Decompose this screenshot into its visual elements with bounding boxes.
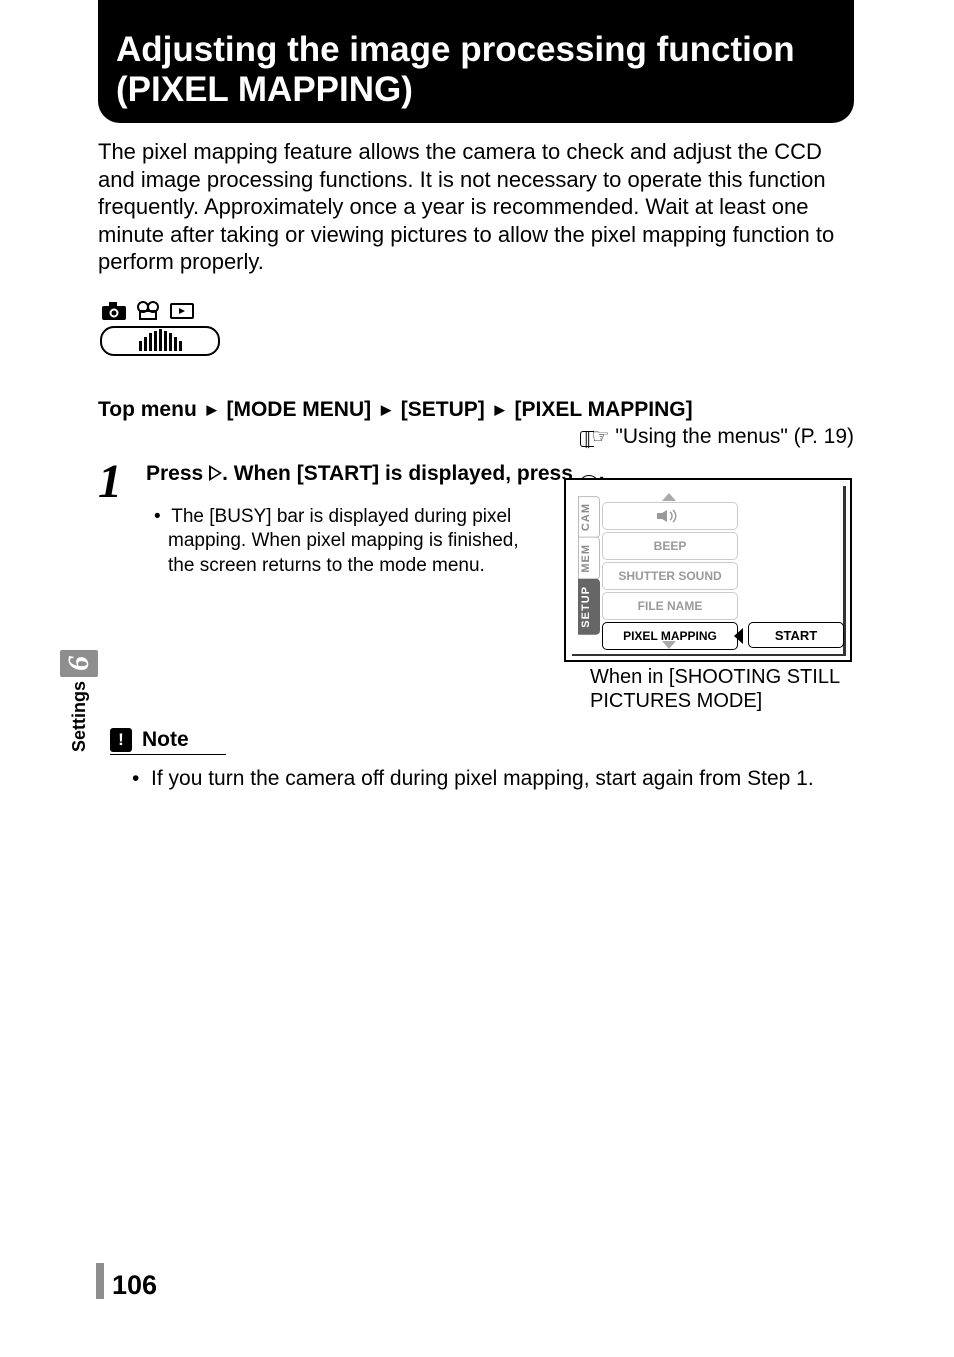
breadcrumb-item: [SETUP] bbox=[401, 398, 485, 421]
playback-icon bbox=[168, 300, 196, 322]
reference-text: "Using the menus" (P. 19) bbox=[615, 425, 854, 448]
lcd-row: BEEP bbox=[602, 532, 738, 560]
lcd-tab: CAM bbox=[578, 496, 600, 538]
breadcrumb-item: [MODE MENU] bbox=[226, 398, 371, 421]
chapter-label: Settings bbox=[69, 681, 90, 752]
mode-icons bbox=[100, 300, 220, 356]
page-number: 106 bbox=[112, 1270, 157, 1301]
lcd-tab: MEM bbox=[578, 537, 600, 580]
pointer-icon: ║ bbox=[580, 431, 594, 447]
right-arrow-icon bbox=[209, 465, 222, 481]
step-text: Press bbox=[146, 462, 209, 485]
page-title-bar: Adjusting the image processing function … bbox=[98, 22, 854, 123]
mode-dial-icon bbox=[100, 326, 220, 356]
breadcrumb-item: [PIXEL MAPPING] bbox=[514, 398, 692, 421]
chapter-sidebar: 6 Settings bbox=[60, 650, 98, 752]
triangle-icon: ▶ bbox=[203, 402, 221, 417]
step-bullet: • The [BUSY] bar is displayed during pix… bbox=[146, 505, 536, 578]
camera-icon bbox=[100, 300, 128, 322]
lcd-row: SHUTTER SOUND bbox=[602, 562, 738, 590]
note-block: ! Note • If you turn the camera off duri… bbox=[110, 728, 854, 791]
lcd-menu-rows: BEEP SHUTTER SOUND FILE NAME PIXEL MAPPI… bbox=[602, 502, 738, 652]
chapter-number: 6 bbox=[60, 650, 98, 677]
triangle-icon: ▶ bbox=[377, 402, 395, 417]
left-arrow-icon bbox=[734, 628, 743, 644]
bullet-text: The [BUSY] bar is displayed during pixel… bbox=[168, 506, 519, 576]
header-tab bbox=[98, 0, 854, 22]
menu-breadcrumb: Top menu ▶ [MODE MENU] ▶ [SETUP] ▶ [PIXE… bbox=[98, 398, 854, 422]
cross-reference: ║☞ "Using the menus" (P. 19) bbox=[98, 424, 854, 449]
lcd-row: FILE NAME bbox=[602, 592, 738, 620]
scroll-up-icon bbox=[662, 493, 676, 501]
page-number-bar bbox=[96, 1263, 104, 1299]
step-number: 1 bbox=[98, 460, 146, 578]
lcd-row bbox=[602, 502, 738, 530]
note-body: If you turn the camera off during pixel … bbox=[151, 767, 814, 790]
note-heading: ! Note bbox=[110, 728, 226, 755]
lcd-start-value: START bbox=[748, 622, 844, 648]
lcd-tab-selected: SETUP bbox=[578, 579, 600, 635]
triangle-icon: ▶ bbox=[491, 402, 509, 417]
step-text: . When [START] is displayed, press bbox=[222, 462, 579, 485]
intro-paragraph: The pixel mapping feature allows the cam… bbox=[98, 138, 854, 276]
note-label: Note bbox=[142, 728, 189, 752]
lcd-caption: When in [SHOOTING STILL PICTURES MODE] bbox=[590, 665, 860, 714]
movie-icon bbox=[134, 300, 162, 322]
lcd-screenshot: CAM MEM SETUP BEEP SHUTTER SOUND FILE NA… bbox=[564, 478, 852, 662]
exclamation-icon: ! bbox=[110, 728, 132, 752]
lcd-tab-column: CAM MEM SETUP bbox=[578, 496, 600, 633]
scroll-down-icon bbox=[662, 641, 676, 649]
breadcrumb-lead: Top menu bbox=[98, 398, 197, 421]
speaker-icon bbox=[655, 509, 685, 523]
page-title: Adjusting the image processing function … bbox=[116, 30, 836, 111]
pointer-icon: ☞ bbox=[592, 426, 610, 448]
note-text: • If you turn the camera off during pixe… bbox=[110, 767, 854, 791]
